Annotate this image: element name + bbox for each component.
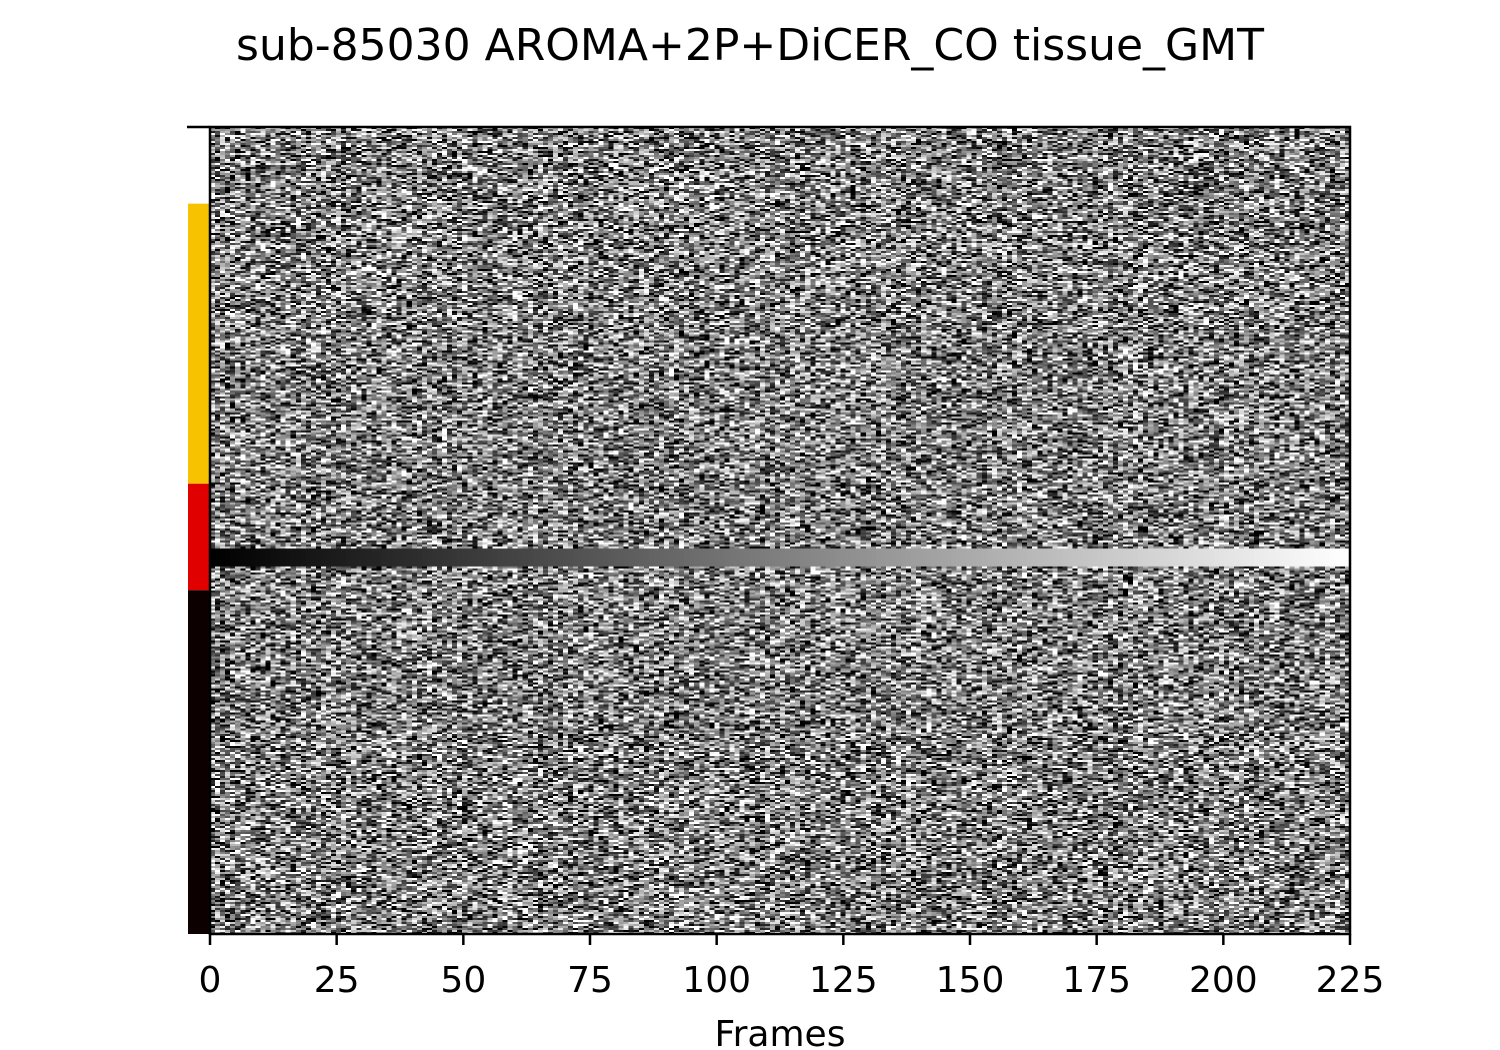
x-axis-ticks: 0 25 50 75 100 125 150 175 200 225 [199, 934, 1385, 1001]
x-tick-label: 75 [567, 960, 613, 1001]
tissue-segment [188, 483, 210, 591]
carpet-heatmap [210, 127, 1350, 934]
x-tick-label: 25 [314, 960, 360, 1001]
tissue-segment [188, 590, 210, 934]
plot-frame [208, 125, 1352, 936]
tissue-segment [188, 127, 210, 204]
chart-title: sub-85030 AROMA+2P+DiCER_CO tissue_GMT [236, 20, 1264, 71]
tissue-segment [188, 203, 210, 484]
x-tick-label: 175 [1062, 960, 1131, 1001]
x-tick-label: 150 [936, 960, 1005, 1001]
tissue-segment-bar [188, 127, 210, 934]
x-tick-label: 125 [809, 960, 878, 1001]
x-axis-label: Frames [715, 1014, 846, 1050]
x-tick-label: 0 [199, 960, 222, 1001]
x-tick-label: 50 [440, 960, 486, 1001]
x-tick-label: 100 [682, 960, 751, 1001]
x-tick-label: 200 [1189, 960, 1258, 1001]
x-tick-label: 225 [1316, 960, 1385, 1001]
